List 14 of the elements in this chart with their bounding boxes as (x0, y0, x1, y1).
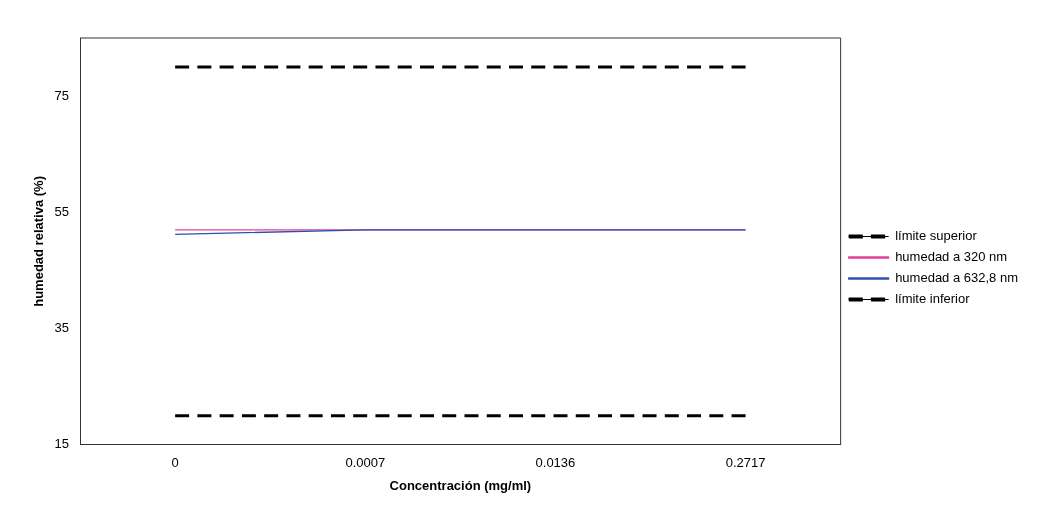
x-tick-label: 0.2717 (725, 455, 766, 471)
legend-label: humedad a 320 nm (895, 249, 1008, 265)
x-tick-label: 0 (171, 455, 179, 471)
x-tick-label: 0.0136 (535, 455, 576, 471)
y-tick-label: 75 (54, 87, 70, 103)
x-tick-label: 0.0007 (345, 455, 386, 471)
y-tick-label: 55 (54, 203, 70, 219)
x-axis-title: Concentración (mg/ml) (389, 477, 532, 493)
legend-label: límite inferior (895, 291, 971, 307)
y-axis-title: humedad relativa (%) (31, 176, 47, 307)
y-tick-label: 15 (54, 436, 70, 452)
legend-label: límite superior (895, 228, 978, 244)
legend-label: humedad a 632,8 nm (895, 270, 1019, 286)
y-tick-label: 35 (54, 320, 70, 336)
